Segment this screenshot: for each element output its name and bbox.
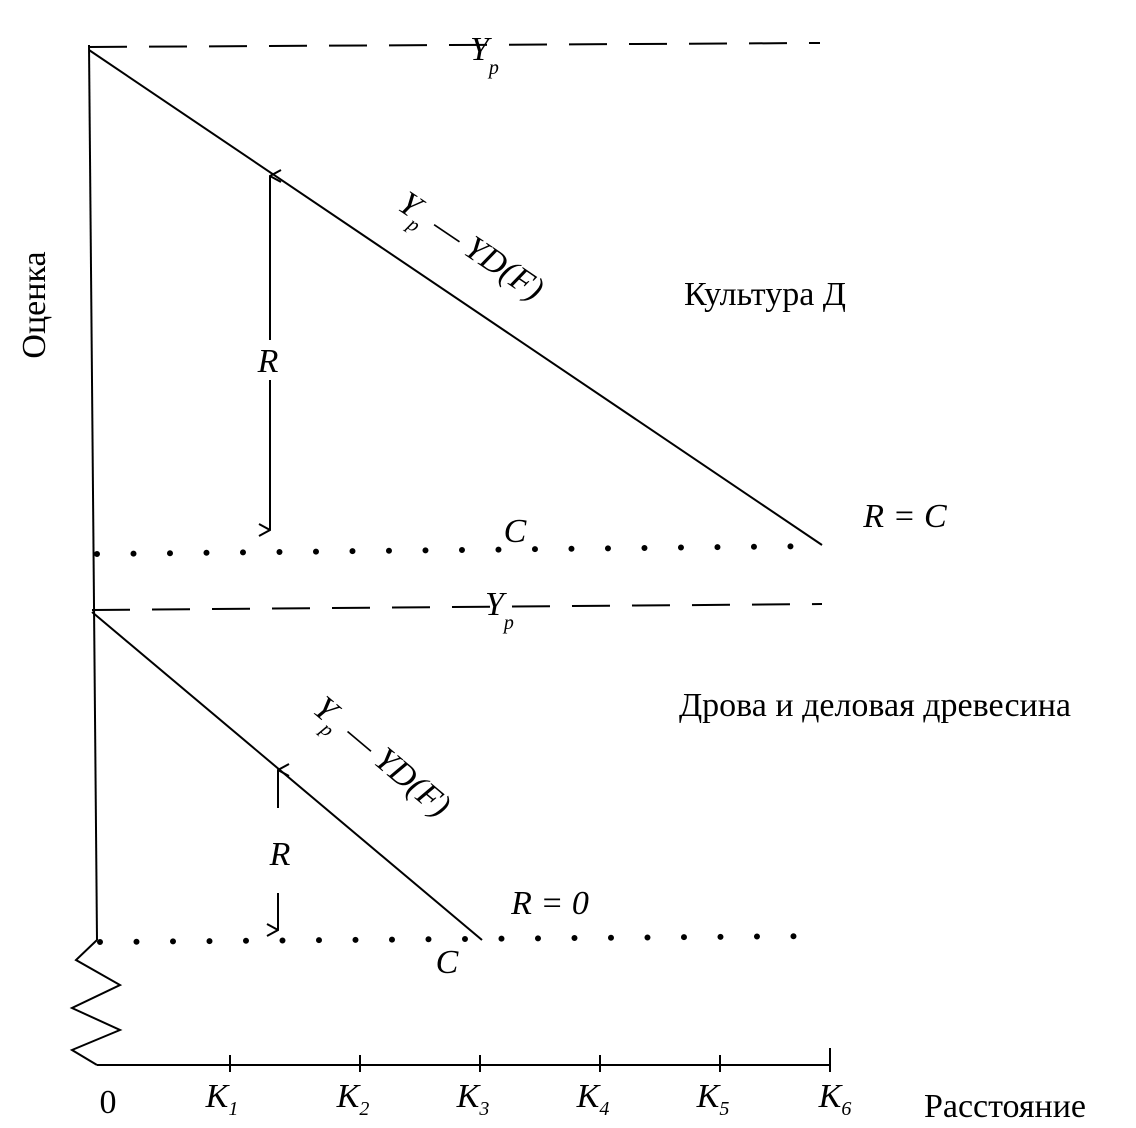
rent-curve — [88, 49, 823, 546]
panel-title: Дрова и деловая древесина — [679, 687, 1071, 724]
x-tick-label: K1 — [205, 1078, 239, 1120]
price-line — [91, 603, 823, 611]
x-tick-label: K6 — [818, 1078, 852, 1120]
x-tick-marks — [229, 1048, 831, 1072]
price-label: Yp — [470, 31, 499, 79]
x-tick-label: K5 — [696, 1078, 730, 1120]
end-label: R = 0 — [510, 885, 589, 922]
end-label: R = C — [862, 498, 947, 535]
x-tick-label: 0 — [100, 1084, 117, 1121]
rent-label: R — [269, 836, 291, 873]
curve-label: Yp— YD(F) — [388, 184, 551, 314]
cost-line — [97, 933, 825, 945]
x-axis-label: Расстояние — [924, 1088, 1086, 1125]
cost-label: C — [436, 944, 459, 981]
rent-label: R — [257, 343, 279, 380]
y-axis — [88, 44, 98, 941]
x-tick-label: K2 — [336, 1078, 370, 1120]
axis-break — [69, 939, 123, 1066]
cost-line — [94, 543, 825, 557]
x-tick-label: K3 — [456, 1078, 490, 1120]
x-tick-label: K4 — [576, 1078, 610, 1120]
price-line — [88, 42, 821, 48]
y-axis-label: Оценка — [16, 251, 53, 358]
cost-label: C — [504, 513, 527, 550]
price-label: Yp — [485, 586, 514, 634]
label-bg — [250, 340, 290, 380]
panel-title: Культура Д — [684, 276, 846, 313]
